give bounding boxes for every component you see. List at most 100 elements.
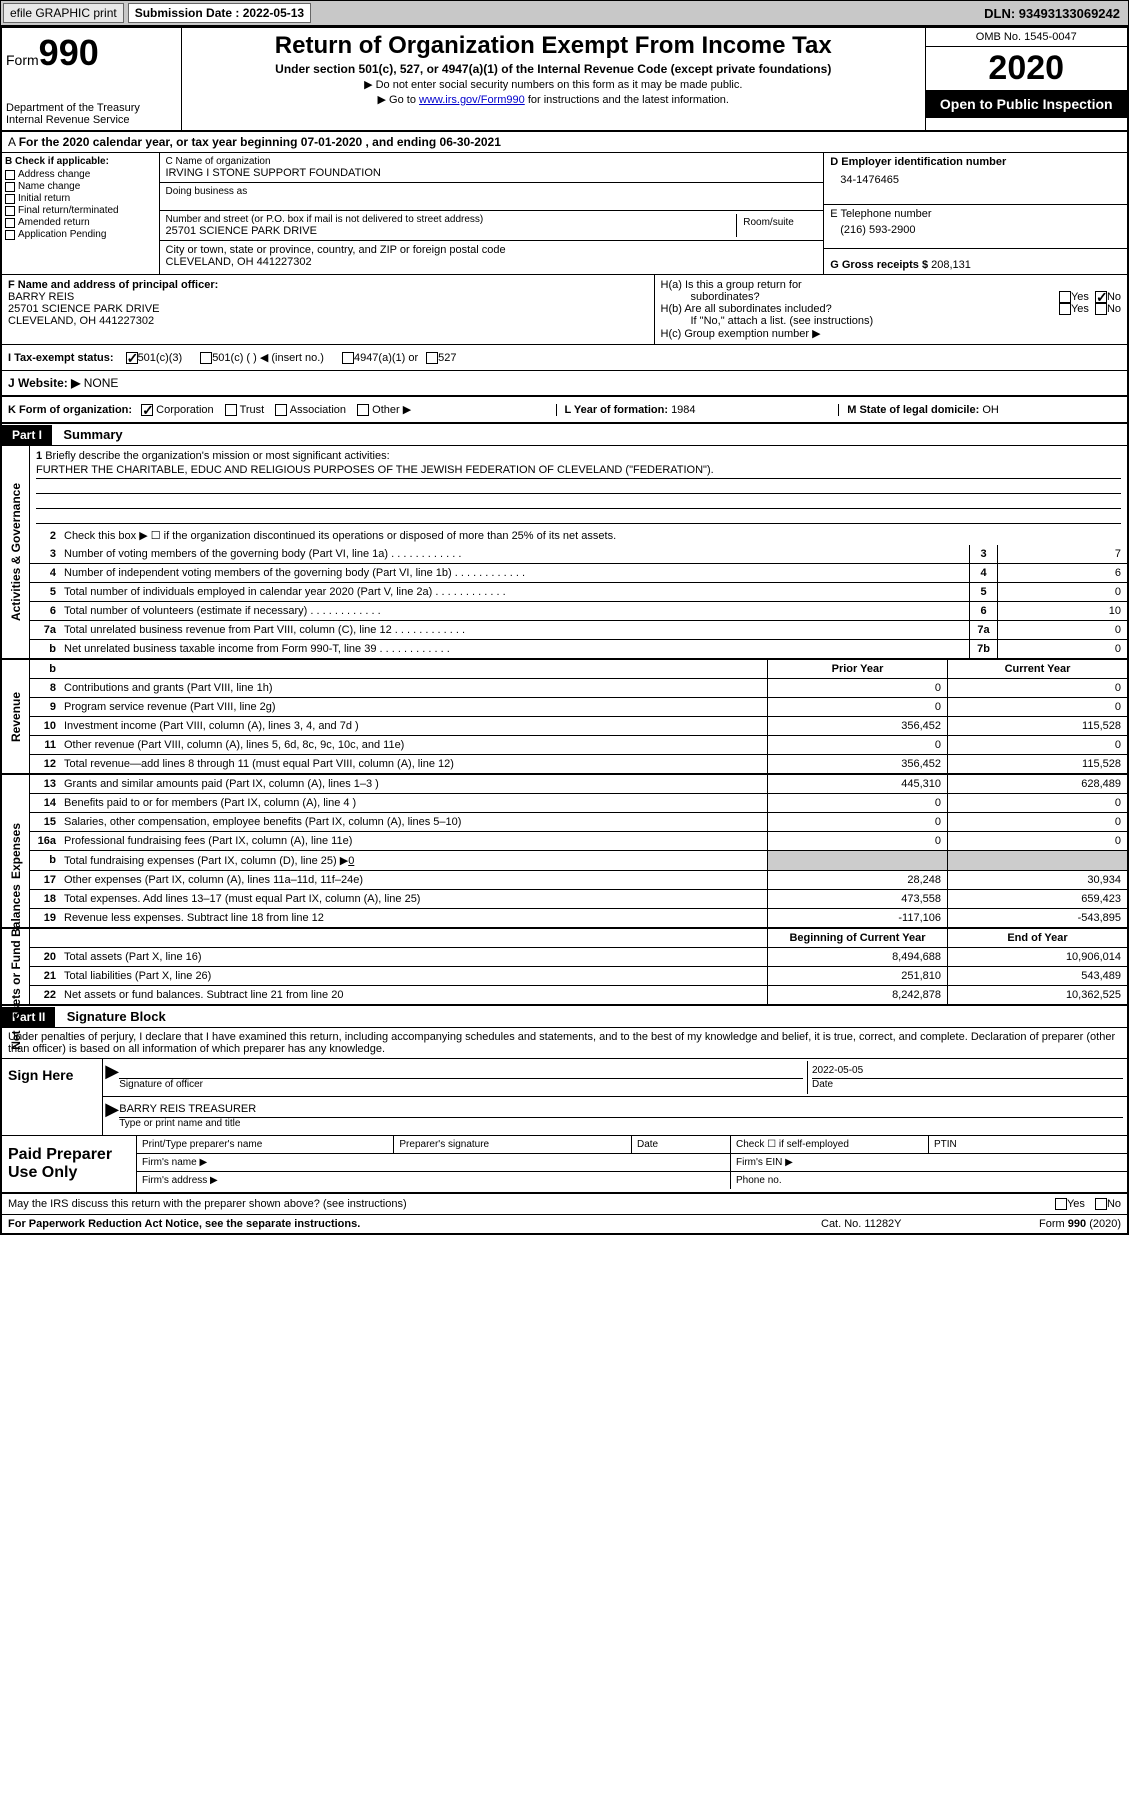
instructions-link[interactable]: www.irs.gov/Form990 — [419, 94, 525, 106]
officer-addr2: CLEVELAND, OH 441227302 — [8, 315, 648, 327]
col-b: B Check if applicable: Address change Na… — [2, 153, 160, 274]
l15-prior: 0 — [767, 813, 947, 831]
cb-name-change[interactable] — [5, 182, 15, 192]
sign-here-label: Sign Here — [2, 1059, 103, 1135]
cb-app-pending[interactable] — [5, 230, 15, 240]
submission-date: Submission Date : 2022-05-13 — [128, 3, 311, 23]
net-assets-section: Net Assets or Fund Balances Beginning of… — [2, 929, 1127, 1004]
prep-name-label: Print/Type preparer's name — [137, 1136, 394, 1153]
mission-text: FURTHER THE CHARITABLE, EDUC AND RELIGIO… — [36, 462, 1121, 479]
form-frame: Form990 Department of the Treasury Inter… — [0, 26, 1129, 1235]
cb-4947[interactable] — [342, 352, 354, 364]
irs-discuss-row: May the IRS discuss this return with the… — [2, 1194, 1127, 1215]
open-to-public: Open to Public Inspection — [926, 90, 1128, 118]
prep-sig-label: Preparer's signature — [394, 1136, 632, 1153]
tel-value: (216) 593-2900 — [830, 224, 1121, 236]
irs-label: Internal Revenue Service — [6, 114, 177, 126]
ein-label: D Employer identification number — [830, 156, 1121, 168]
sig-arrow-icon: ▶ — [103, 1061, 115, 1094]
ha-label: H(a) Is this a group return for — [661, 279, 1122, 291]
street-address: 25701 SCIENCE PARK DRIVE — [166, 225, 737, 237]
hb-label: H(b) Are all subordinates included? — [661, 303, 1059, 315]
l14-prior: 0 — [767, 794, 947, 812]
l16a-current: 0 — [947, 832, 1127, 850]
website-value: NONE — [80, 376, 118, 390]
cb-group-no[interactable] — [1095, 291, 1107, 303]
firm-phone-label: Phone no. — [731, 1172, 1127, 1189]
cb-other[interactable] — [357, 404, 369, 416]
subtitle-2: ▶ Do not enter social security numbers o… — [186, 78, 921, 91]
header-center: Return of Organization Exempt From Incom… — [182, 28, 925, 130]
perjury-statement: Under penalties of perjury, I declare th… — [2, 1028, 1127, 1059]
cb-corp[interactable] — [141, 404, 153, 416]
vlabel-ag: Activities & Governance — [2, 446, 30, 658]
l17-prior: 28,248 — [767, 871, 947, 889]
cb-initial-return[interactable] — [5, 194, 15, 204]
l13-current: 628,489 — [947, 775, 1127, 793]
l13-prior: 445,310 — [767, 775, 947, 793]
l11-prior: 0 — [767, 736, 947, 754]
l4-value: 6 — [997, 564, 1127, 582]
form-ref: Form 990 (2020) — [981, 1218, 1121, 1230]
l19-prior: -117,106 — [767, 909, 947, 927]
f-label: F Name and address of principal officer: — [8, 279, 218, 291]
revenue-section: Revenue bPrior YearCurrent Year 8Contrib… — [2, 660, 1127, 775]
officer-name: BARRY REIS — [8, 291, 648, 303]
cb-assoc[interactable] — [275, 404, 287, 416]
col-f: F Name and address of principal officer:… — [2, 275, 655, 344]
l10-current: 115,528 — [947, 717, 1127, 735]
cb-subs-yes[interactable] — [1059, 303, 1071, 315]
sign-here-row: Sign Here ▶ Signature of officer 2022-05… — [2, 1059, 1127, 1136]
l20-beg: 8,494,688 — [767, 948, 947, 966]
prep-date-label: Date — [632, 1136, 731, 1153]
cb-address-change[interactable] — [5, 170, 15, 180]
efile-button[interactable]: efile GRAPHIC print — [3, 3, 124, 23]
vlabel-rev: Revenue — [2, 660, 30, 773]
l15-current: 0 — [947, 813, 1127, 831]
gross-label: G Gross receipts $ — [830, 259, 931, 271]
l21-end: 543,489 — [947, 967, 1127, 985]
l9-prior: 0 — [767, 698, 947, 716]
cb-amended[interactable] — [5, 218, 15, 228]
line-k-l-m: K Form of organization: Corporation Trus… — [2, 397, 1127, 424]
hc-label: H(c) Group exemption number ▶ — [661, 327, 1122, 340]
section-b-c-d: B Check if applicable: Address change Na… — [2, 153, 1127, 275]
l10-prior: 356,452 — [767, 717, 947, 735]
sig-date-value: 2022-05-05 — [812, 1065, 1123, 1079]
cb-discuss-yes[interactable] — [1055, 1198, 1067, 1210]
dln-label: DLN: 93493133069242 — [984, 6, 1126, 21]
l18-current: 659,423 — [947, 890, 1127, 908]
cb-527[interactable] — [426, 352, 438, 364]
cb-group-yes[interactable] — [1059, 291, 1071, 303]
gross-value: 208,131 — [931, 259, 971, 271]
l17-current: 30,934 — [947, 871, 1127, 889]
l18-prior: 473,558 — [767, 890, 947, 908]
l22-beg: 8,242,878 — [767, 986, 947, 1004]
l22-end: 10,362,525 — [947, 986, 1127, 1004]
form-title: Return of Organization Exempt From Incom… — [186, 32, 921, 60]
line-1-mission: 1 Briefly describe the organization's mi… — [30, 446, 1127, 526]
cb-subs-no[interactable] — [1095, 303, 1107, 315]
l16b-value: 0 — [348, 855, 354, 867]
paid-preparer-label: Paid Preparer Use Only — [2, 1136, 137, 1192]
addr-label: Number and street (or P.O. box if mail i… — [166, 214, 737, 225]
cb-discuss-no[interactable] — [1095, 1198, 1107, 1210]
header-right: OMB No. 1545-0047 2020 Open to Public In… — [925, 28, 1128, 130]
cb-final-return[interactable] — [5, 206, 15, 216]
cb-trust[interactable] — [225, 404, 237, 416]
l3-value: 7 — [997, 545, 1127, 563]
org-name: IRVING I STONE SUPPORT FOUNDATION — [166, 167, 818, 179]
col-h: H(a) Is this a group return for subordin… — [655, 275, 1128, 344]
part-ii-header: Part II Signature Block — [2, 1004, 1127, 1028]
cb-501c[interactable] — [200, 352, 212, 364]
l9-current: 0 — [947, 698, 1127, 716]
form-number: 990 — [39, 32, 99, 73]
firm-name-label: Firm's name ▶ — [137, 1154, 731, 1171]
section-f-h: F Name and address of principal officer:… — [2, 275, 1127, 345]
tax-year: 2020 — [926, 47, 1128, 90]
h-note: If "No," attach a list. (see instruction… — [661, 315, 1122, 327]
cb-501c3[interactable] — [126, 352, 138, 364]
prep-ptin-label: PTIN — [929, 1136, 1127, 1153]
col-d-e-g: D Employer identification number 34-1476… — [823, 153, 1127, 274]
form-header: Form990 Department of the Treasury Inter… — [2, 28, 1127, 132]
